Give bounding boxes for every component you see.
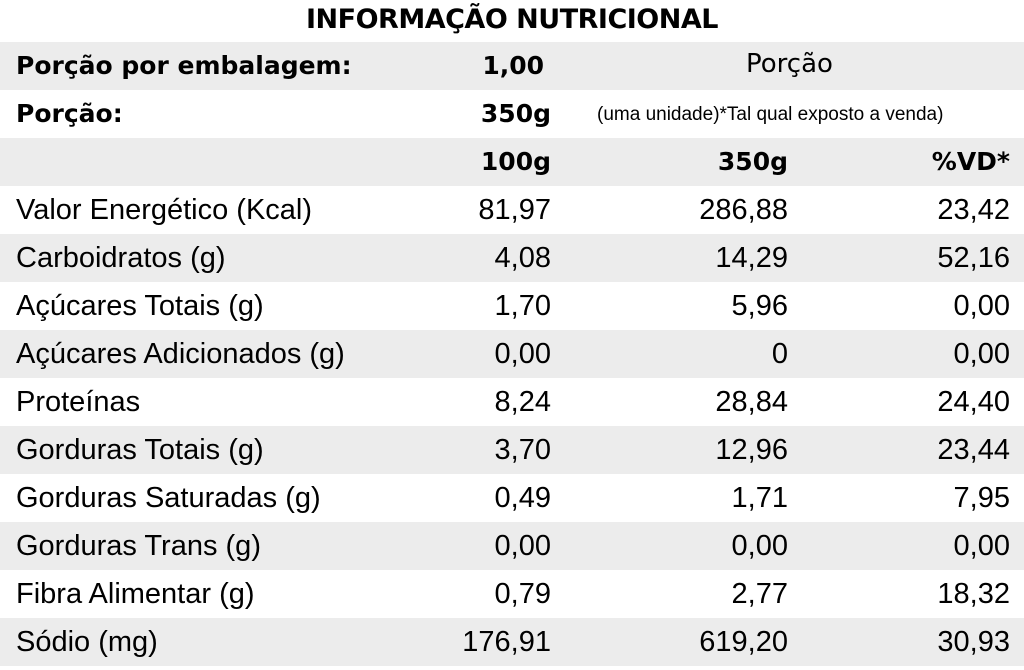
value-daily-percent: 23,42 xyxy=(937,194,1010,226)
value-per-portion: 28,84 xyxy=(715,386,788,418)
nutrient-label: Proteínas xyxy=(16,386,141,418)
value-per-100g: 1,70 xyxy=(494,290,551,322)
value-daily-percent: 24,40 xyxy=(937,386,1010,418)
servings-per-package-row: Porção por embalagem: 1,00 Porção xyxy=(0,42,1024,90)
value-per-portion: 619,20 xyxy=(699,626,788,658)
table-row: Sódio (mg) 176,91 619,20 30,93 xyxy=(0,618,1024,666)
value-daily-percent: 30,93 xyxy=(937,626,1010,658)
value-daily-percent: 7,95 xyxy=(953,482,1010,514)
value-per-100g: 0,00 xyxy=(494,338,551,370)
value-per-100g: 81,97 xyxy=(478,194,551,226)
table-row: Gorduras Saturadas (g) 0,49 1,71 7,95 xyxy=(0,474,1024,522)
column-header-vd: %VD* xyxy=(931,147,1010,176)
value-per-100g: 3,70 xyxy=(494,434,551,466)
nutrient-label: Valor Energético (Kcal) xyxy=(16,194,313,226)
value-per-100g: 8,24 xyxy=(494,386,551,418)
nutrient-label: Açúcares Totais (g) xyxy=(16,290,264,322)
value-per-portion: 0,00 xyxy=(731,530,788,562)
value-daily-percent: 0,00 xyxy=(953,338,1010,370)
table-row: Proteínas 8,24 28,84 24,40 xyxy=(0,378,1024,426)
value-per-portion: 286,88 xyxy=(699,194,788,226)
portion-label: Porção: xyxy=(16,99,123,128)
table-row: Valor Energético (Kcal) 81,97 286,88 23,42 xyxy=(0,186,1024,234)
value-daily-percent: 0,00 xyxy=(953,290,1010,322)
value-per-portion: 5,96 xyxy=(731,290,788,322)
table-row: Gorduras Trans (g) 0,00 0,00 0,00 xyxy=(0,522,1024,570)
table-row: Fibra Alimentar (g) 0,79 2,77 18,32 xyxy=(0,570,1024,618)
nutrient-label: Fibra Alimentar (g) xyxy=(16,578,255,610)
portion-note: (uma unidade)*Tal qual exposto a venda) xyxy=(597,104,944,125)
value-daily-percent: 52,16 xyxy=(937,242,1010,274)
servings-per-package-label: Porção por embalagem: xyxy=(16,51,352,80)
value-per-100g: 0,49 xyxy=(494,482,551,514)
portion-value: 350g xyxy=(480,99,551,128)
table-row: Açúcares Totais (g) 1,70 5,96 0,00 xyxy=(0,282,1024,330)
nutrient-label: Gorduras Saturadas (g) xyxy=(16,482,321,514)
table-title: INFORMAÇÃO NUTRICIONAL xyxy=(306,4,718,35)
value-per-portion: 14,29 xyxy=(715,242,788,274)
nutrient-label: Açúcares Adicionados (g) xyxy=(16,338,345,370)
nutrient-label: Sódio (mg) xyxy=(16,626,158,658)
value-daily-percent: 0,00 xyxy=(953,530,1010,562)
value-per-portion: 12,96 xyxy=(715,434,788,466)
nutrient-label: Gorduras Totais (g) xyxy=(16,434,264,466)
value-per-portion: 1,71 xyxy=(731,482,788,514)
nutrient-label: Gorduras Trans (g) xyxy=(16,530,261,562)
table-row: Carboidratos (g) 4,08 14,29 52,16 xyxy=(0,234,1024,282)
table-row: Açúcares Adicionados (g) 0,00 0 0,00 xyxy=(0,330,1024,378)
portion-row: Porção: 350g (uma unidade)*Tal qual expo… xyxy=(0,90,1024,138)
value-per-100g: 0,00 xyxy=(494,530,551,562)
value-per-100g: 176,91 xyxy=(462,626,551,658)
column-header-100g: 100g xyxy=(480,147,551,176)
value-per-100g: 0,79 xyxy=(494,578,551,610)
table-row: Gorduras Totais (g) 3,70 12,96 23,44 xyxy=(0,426,1024,474)
servings-per-package-value: 1,00 xyxy=(482,51,544,80)
value-per-portion: 2,77 xyxy=(731,578,788,610)
portion-heading: Porção xyxy=(746,49,833,79)
value-daily-percent: 23,44 xyxy=(937,434,1010,466)
column-header-portion: 350g xyxy=(717,147,788,176)
nutrient-label: Carboidratos (g) xyxy=(16,242,226,274)
value-per-100g: 4,08 xyxy=(494,242,551,274)
value-daily-percent: 18,32 xyxy=(937,578,1010,610)
column-header-row: 100g 350g %VD* xyxy=(0,138,1024,186)
value-per-portion: 0 xyxy=(771,338,788,370)
